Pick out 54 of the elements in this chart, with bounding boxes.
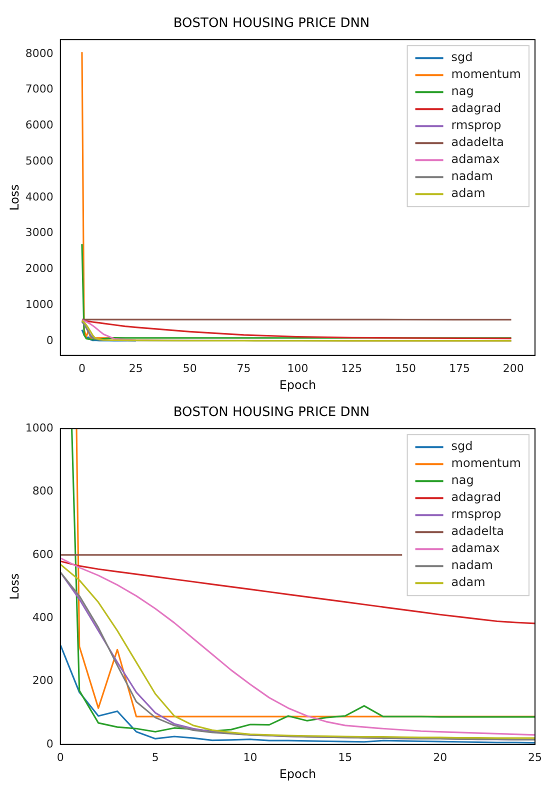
y-tick-label: 5000: [25, 154, 54, 168]
y-tick-label: 4000: [25, 190, 54, 204]
x-tick-label: 20: [433, 750, 448, 764]
y-tick-label: 0: [46, 737, 54, 750]
y-tick-label: 3000: [25, 226, 54, 240]
x-tick-label: 0: [56, 750, 64, 764]
y-tick-label: 2000: [25, 262, 54, 276]
y-tick-label: 7000: [25, 82, 54, 96]
legend-label: momentum: [451, 67, 522, 82]
x-tick-label: 200: [502, 362, 524, 375]
chart-title: BOSTON HOUSING PRICE DNN: [173, 16, 370, 32]
x-tick-label: 10: [243, 750, 258, 764]
legend-label: momentum: [451, 456, 522, 470]
legend-label: adamax: [451, 541, 500, 556]
y-axis-title: Loss: [7, 573, 22, 600]
legend-label: sgd: [451, 50, 473, 64]
x-tick-label: 75: [236, 362, 251, 375]
y-tick-label: 200: [32, 674, 54, 688]
y-axis-title: Loss: [7, 184, 22, 211]
x-tick-label: 25: [528, 750, 542, 764]
y-tick-label: 1000: [25, 421, 54, 434]
legend-label: adadelta: [451, 135, 504, 150]
x-tick-label: 125: [341, 362, 362, 375]
legend-label: adam: [451, 186, 486, 200]
legend-label: adadelta: [451, 524, 504, 538]
legend-label: adagrad: [451, 101, 502, 116]
x-tick-label: 15: [338, 750, 352, 764]
legend-label: rmsprop: [451, 507, 502, 522]
x-axis-title: Epoch: [279, 378, 316, 392]
legend-label: rmsprop: [451, 118, 502, 132]
x-tick-label: 50: [182, 362, 197, 375]
legend-label: nag: [451, 473, 474, 488]
legend-label: adam: [451, 575, 486, 590]
x-tick-label: 0: [78, 362, 86, 375]
legend-label: sgd: [451, 439, 473, 454]
legend-label: adamax: [451, 152, 500, 166]
x-axis-title: Epoch: [279, 766, 316, 781]
y-tick-label: 600: [32, 548, 54, 561]
x-tick-label: 5: [152, 750, 159, 764]
y-tick-label: 0: [46, 334, 54, 347]
legend-label: nadam: [451, 169, 493, 184]
chart-title: BOSTON HOUSING PRICE DNN: [173, 405, 370, 420]
y-tick-label: 400: [32, 610, 54, 624]
y-tick-label: 6000: [25, 118, 54, 132]
legend-label: nadam: [451, 558, 493, 572]
x-tick-label: 25: [128, 362, 143, 375]
y-tick-label: 8000: [25, 46, 54, 60]
x-tick-label: 150: [395, 362, 416, 375]
legend-label: adagrad: [451, 490, 502, 504]
legend-label: nag: [451, 84, 474, 98]
y-tick-label: 1000: [25, 298, 54, 312]
x-tick-label: 100: [287, 362, 308, 375]
y-tick-label: 800: [32, 484, 54, 498]
x-tick-label: 175: [448, 362, 470, 375]
